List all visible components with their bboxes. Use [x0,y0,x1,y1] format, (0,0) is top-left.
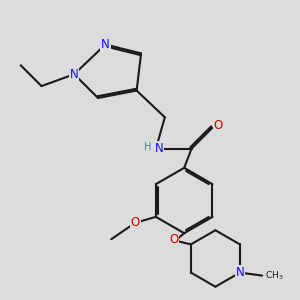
Text: H: H [144,142,151,152]
Text: N: N [70,68,79,81]
Text: CH$_3$: CH$_3$ [265,269,284,282]
Text: N: N [154,142,163,155]
Text: N: N [236,266,244,279]
Text: O: O [130,216,140,229]
Text: O: O [214,119,223,132]
Text: N: N [101,38,110,51]
Text: O: O [169,233,178,246]
